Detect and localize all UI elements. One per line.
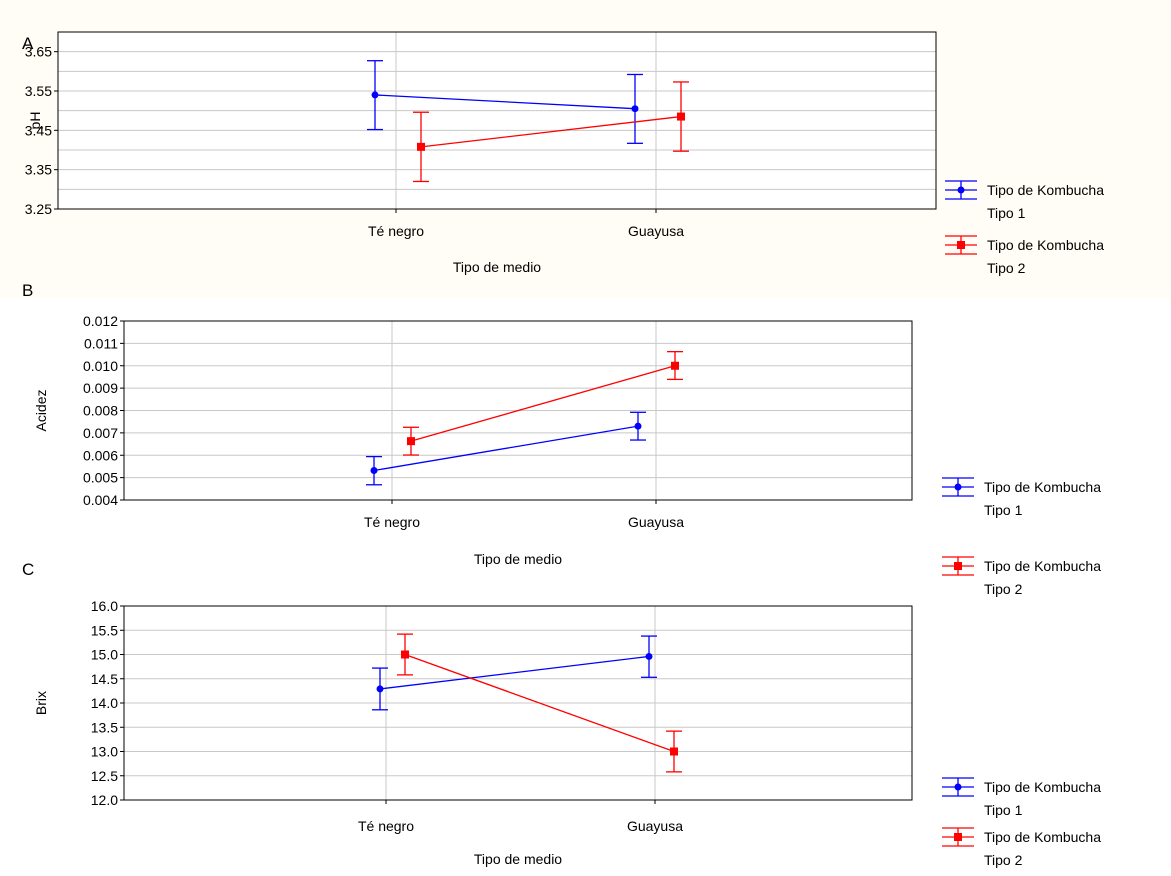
x-tick-label: Té negro bbox=[364, 514, 420, 530]
legend-label: Tipo 2 bbox=[984, 852, 1023, 868]
plot-frame-1 bbox=[57, 31, 937, 210]
y-tick-label: 0.005 bbox=[83, 470, 118, 486]
legend-marker bbox=[954, 833, 962, 841]
legend-marker bbox=[954, 483, 962, 491]
data-point bbox=[407, 437, 415, 446]
y-tick-label: 12.5 bbox=[91, 768, 118, 784]
series-line-1 bbox=[379, 655, 650, 690]
x-tick-label: Guayusa bbox=[628, 514, 684, 530]
data-point bbox=[417, 142, 425, 151]
y-tick-label: 13.5 bbox=[91, 719, 118, 735]
y-tick-label: 0.012 bbox=[83, 313, 118, 329]
data-point bbox=[371, 91, 379, 99]
legend-label: Tipo 1 bbox=[984, 802, 1023, 818]
y-tick-label: 16.0 bbox=[91, 598, 118, 614]
legend-label: Tipo 1 bbox=[987, 205, 1026, 221]
y-tick-label: 15.5 bbox=[91, 622, 118, 638]
y-tick-label: 15.0 bbox=[91, 647, 118, 663]
legend-marker bbox=[957, 241, 965, 249]
data-point bbox=[634, 422, 642, 430]
y-tick-label: 0.011 bbox=[84, 335, 118, 351]
y-tick-label: 0.009 bbox=[83, 380, 118, 396]
y-tick-label: 3.35 bbox=[25, 162, 52, 178]
legend-label: Tipo de Kombucha bbox=[984, 558, 1101, 574]
data-point bbox=[671, 361, 679, 370]
y-tick-label: 12.0 bbox=[91, 792, 118, 808]
data-point bbox=[631, 105, 639, 113]
y-axis-label: Brix bbox=[33, 691, 49, 715]
legend-marker bbox=[954, 562, 962, 570]
y-axis-label: pH bbox=[27, 112, 43, 130]
y-tick-label: 13.0 bbox=[91, 744, 118, 760]
x-axis-label: Tipo de medio bbox=[453, 259, 541, 275]
legend-label: Tipo de Kombucha bbox=[984, 779, 1101, 795]
x-tick-label: Guayusa bbox=[628, 223, 684, 239]
y-tick-label: 3.25 bbox=[25, 201, 52, 217]
x-tick-label: Té negro bbox=[358, 818, 414, 834]
x-axis-label: Tipo de medio bbox=[474, 851, 562, 867]
data-point bbox=[677, 112, 685, 121]
data-point bbox=[370, 466, 378, 474]
legend-label: Tipo 2 bbox=[984, 581, 1023, 597]
y-tick-label: 0.007 bbox=[83, 425, 118, 441]
legend-label: Tipo de Kombucha bbox=[987, 182, 1104, 198]
data-point bbox=[401, 650, 409, 659]
legend-marker bbox=[957, 186, 965, 194]
x-tick-label: Guayusa bbox=[627, 818, 683, 834]
legend-label: Tipo de Kombucha bbox=[987, 237, 1104, 253]
y-tick-label: 0.004 bbox=[83, 492, 118, 508]
data-point bbox=[376, 685, 384, 693]
series-line-2 bbox=[420, 115, 682, 148]
plot-area-1 bbox=[58, 32, 936, 209]
y-tick-label: 14.5 bbox=[91, 671, 118, 687]
y-tick-label: 3.45 bbox=[25, 122, 52, 138]
y-axis-label: Acidez bbox=[33, 389, 49, 431]
series-line-2 bbox=[404, 653, 675, 753]
y-tick-label: 0.006 bbox=[83, 447, 118, 463]
series-line-1 bbox=[373, 425, 639, 472]
legend-label: Tipo de Kombucha bbox=[984, 479, 1101, 495]
legend-marker bbox=[954, 783, 962, 791]
legend-label: Tipo 1 bbox=[984, 502, 1023, 518]
data-point bbox=[645, 652, 653, 660]
y-tick-label: 3.65 bbox=[25, 44, 52, 60]
plot-frame-3 bbox=[123, 605, 913, 801]
y-tick-label: 0.010 bbox=[83, 358, 118, 374]
legend-label: Tipo de Kombucha bbox=[984, 829, 1101, 845]
series-line-2 bbox=[410, 365, 676, 442]
x-tick-label: Té negro bbox=[368, 223, 424, 239]
legend-label: Tipo 2 bbox=[987, 260, 1026, 276]
plot-frame-2 bbox=[123, 320, 913, 501]
y-tick-label: 14.0 bbox=[91, 695, 118, 711]
x-axis-label: Tipo de medio bbox=[474, 551, 562, 567]
series-line-1 bbox=[374, 94, 636, 110]
panel-label-b: B bbox=[22, 281, 33, 300]
y-tick-label: 0.008 bbox=[83, 403, 118, 419]
panel-label-a: A bbox=[22, 34, 34, 53]
y-tick-label: 3.55 bbox=[25, 83, 52, 99]
data-point bbox=[670, 747, 678, 756]
panel-label-c: C bbox=[22, 560, 34, 579]
